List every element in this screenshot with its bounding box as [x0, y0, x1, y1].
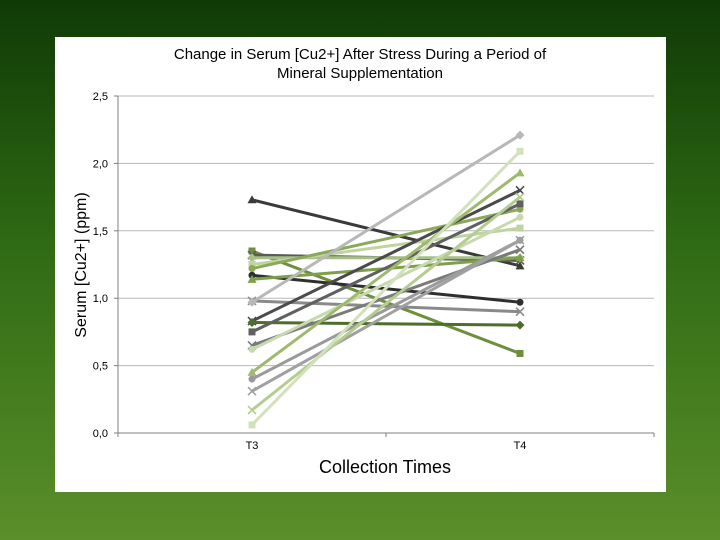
data-point-triangle [515, 253, 525, 262]
chart-title-line-1: Change in Serum [Cu2+] After Stress Duri… [174, 46, 547, 63]
data-point-x [247, 405, 257, 415]
data-point-circle [248, 345, 256, 353]
data-point-x [515, 235, 525, 245]
x-tick-label: T3 [246, 440, 259, 452]
x-tick-label: T4 [514, 440, 527, 452]
series-line [251, 207, 521, 271]
data-point-square [248, 421, 256, 429]
data-point-triangle [247, 367, 257, 376]
data-point-diamond [247, 253, 257, 263]
y-tick-label: 2,5 [93, 91, 108, 103]
series-line [251, 198, 521, 268]
data-point-triangle [247, 274, 257, 283]
y-tick-label: 2,0 [93, 158, 108, 170]
data-point-triangle [247, 195, 257, 204]
data-point-square [516, 349, 524, 357]
data-point-diamond [247, 317, 257, 327]
data-point-circle [516, 298, 524, 306]
data-point-square [248, 328, 256, 336]
series-line [251, 320, 521, 327]
data-point-circle [516, 213, 524, 221]
series-line [251, 215, 521, 351]
data-point-circle [248, 375, 256, 383]
data-point-x [515, 185, 525, 195]
chart-panel: Change in Serum [Cu2+] After Stress Duri… [55, 37, 666, 492]
data-point-square [248, 261, 256, 268]
data-point-x [515, 307, 525, 317]
data-point-x [515, 192, 525, 202]
data-point-diamond [515, 320, 525, 330]
y-axis-title: Serum [Cu2+] (ppm) [73, 192, 90, 337]
data-point-square [516, 147, 524, 155]
data-point-circle [248, 265, 256, 273]
series-line [250, 150, 522, 426]
series-line [251, 299, 521, 314]
data-point-diamond [247, 297, 257, 307]
series-line [251, 195, 521, 412]
series-line [251, 133, 521, 304]
x-axis-title: Collection Times [319, 457, 451, 477]
series-line [251, 238, 521, 381]
data-point-triangle [515, 261, 525, 270]
y-tick-label: 1,0 [93, 293, 108, 305]
line-chart: Change in Serum [Cu2+] After Stress Duri… [73, 46, 655, 477]
data-point-diamond [515, 130, 525, 140]
data-point-x [515, 245, 525, 255]
y-tick-label: 0,5 [93, 361, 108, 373]
series-line [251, 189, 521, 323]
y-tick-label: 1,5 [93, 226, 108, 238]
data-point-circle [516, 205, 524, 213]
data-point-x [247, 386, 257, 396]
series-line [251, 202, 521, 334]
data-point-square [516, 224, 524, 232]
chart-title-line-2: Mineral Supplementation [277, 65, 443, 82]
data-point-square [248, 247, 256, 255]
data-point-triangle [515, 168, 525, 177]
series-line [251, 171, 521, 374]
series-line [251, 238, 521, 393]
data-point-square [516, 200, 524, 208]
y-tick-label: 0,0 [93, 428, 108, 440]
plot-area: 0,0 0,5 1,0 1,5 2,0 2,5 T3 T4 [93, 91, 655, 452]
